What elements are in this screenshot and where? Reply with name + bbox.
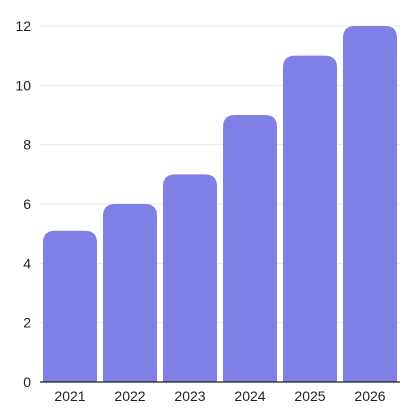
bar-2025[interactable]	[283, 55, 337, 383]
x-tick-label: 2021	[54, 388, 85, 404]
grid-layer	[40, 25, 400, 324]
x-tick-label: 2023	[174, 388, 205, 404]
bar-2023[interactable]	[163, 174, 217, 382]
x-tick-label: 2024	[234, 388, 265, 404]
y-tick-label: 6	[23, 196, 31, 212]
y-tick-label: 8	[23, 137, 31, 153]
bar-2026[interactable]	[343, 26, 397, 382]
bars-layer	[43, 26, 397, 383]
bar-2022[interactable]	[103, 204, 157, 382]
x-tick-label: 2026	[354, 388, 385, 404]
bar-2024[interactable]	[223, 115, 277, 382]
y-axis-ticks: 0 2 4 6 8 10 12	[15, 18, 31, 390]
y-tick-label: 4	[23, 255, 31, 271]
x-tick-label: 2022	[114, 388, 145, 404]
y-tick-label: 0	[23, 374, 31, 390]
x-tick-label: 2025	[294, 388, 325, 404]
x-axis-ticks: 2021 2022 2023 2024 2025 2026	[54, 388, 385, 404]
y-tick-label: 2	[23, 315, 31, 331]
y-tick-label: 12	[15, 18, 31, 34]
y-tick-label: 10	[15, 77, 31, 93]
bar-2021[interactable]	[43, 230, 97, 382]
